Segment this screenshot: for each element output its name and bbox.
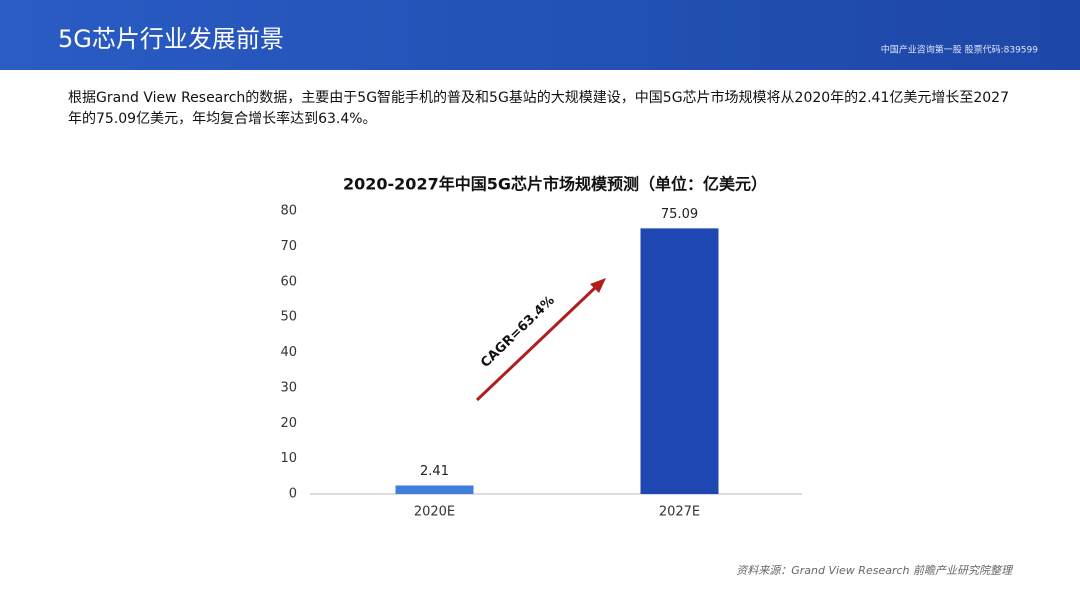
chart-title: 2020-2027年中国5G芯片市场规模预测（单位：亿美元） <box>343 175 767 194</box>
y-tick-label: 80 <box>280 204 297 219</box>
value-label: 75.09 <box>661 207 698 222</box>
y-tick-label: 30 <box>280 380 297 395</box>
y-tick-label: 60 <box>280 274 297 289</box>
y-tick-label: 50 <box>280 310 297 325</box>
cagr-arrow <box>475 283 600 402</box>
value-label: 2.41 <box>420 464 449 479</box>
paragraph: 根据Grand View Research的数据，主要由于5G智能手机的普及和5… <box>68 90 1009 127</box>
y-tick-label: 10 <box>280 451 297 466</box>
y-tick-label: 20 <box>280 416 297 431</box>
y-tick-label: 70 <box>280 239 297 254</box>
header-tagline: 中国产业咨询第一股 股票代码:839599 <box>881 44 1039 56</box>
y-tick-label: 40 <box>280 345 297 360</box>
header-title: 5G芯片行业发展前景 <box>58 25 284 53</box>
y-tick-label: 0 <box>289 487 297 502</box>
bar <box>395 485 474 494</box>
header-bar <box>0 0 1080 70</box>
x-tick-label: 2027E <box>659 505 700 520</box>
x-tick-label: 2020E <box>414 505 455 520</box>
source: 资料来源：Grand View Research 前瞻产业研究院整理 <box>736 564 1014 577</box>
cagr-arrowhead <box>590 278 606 293</box>
bar <box>640 228 719 494</box>
